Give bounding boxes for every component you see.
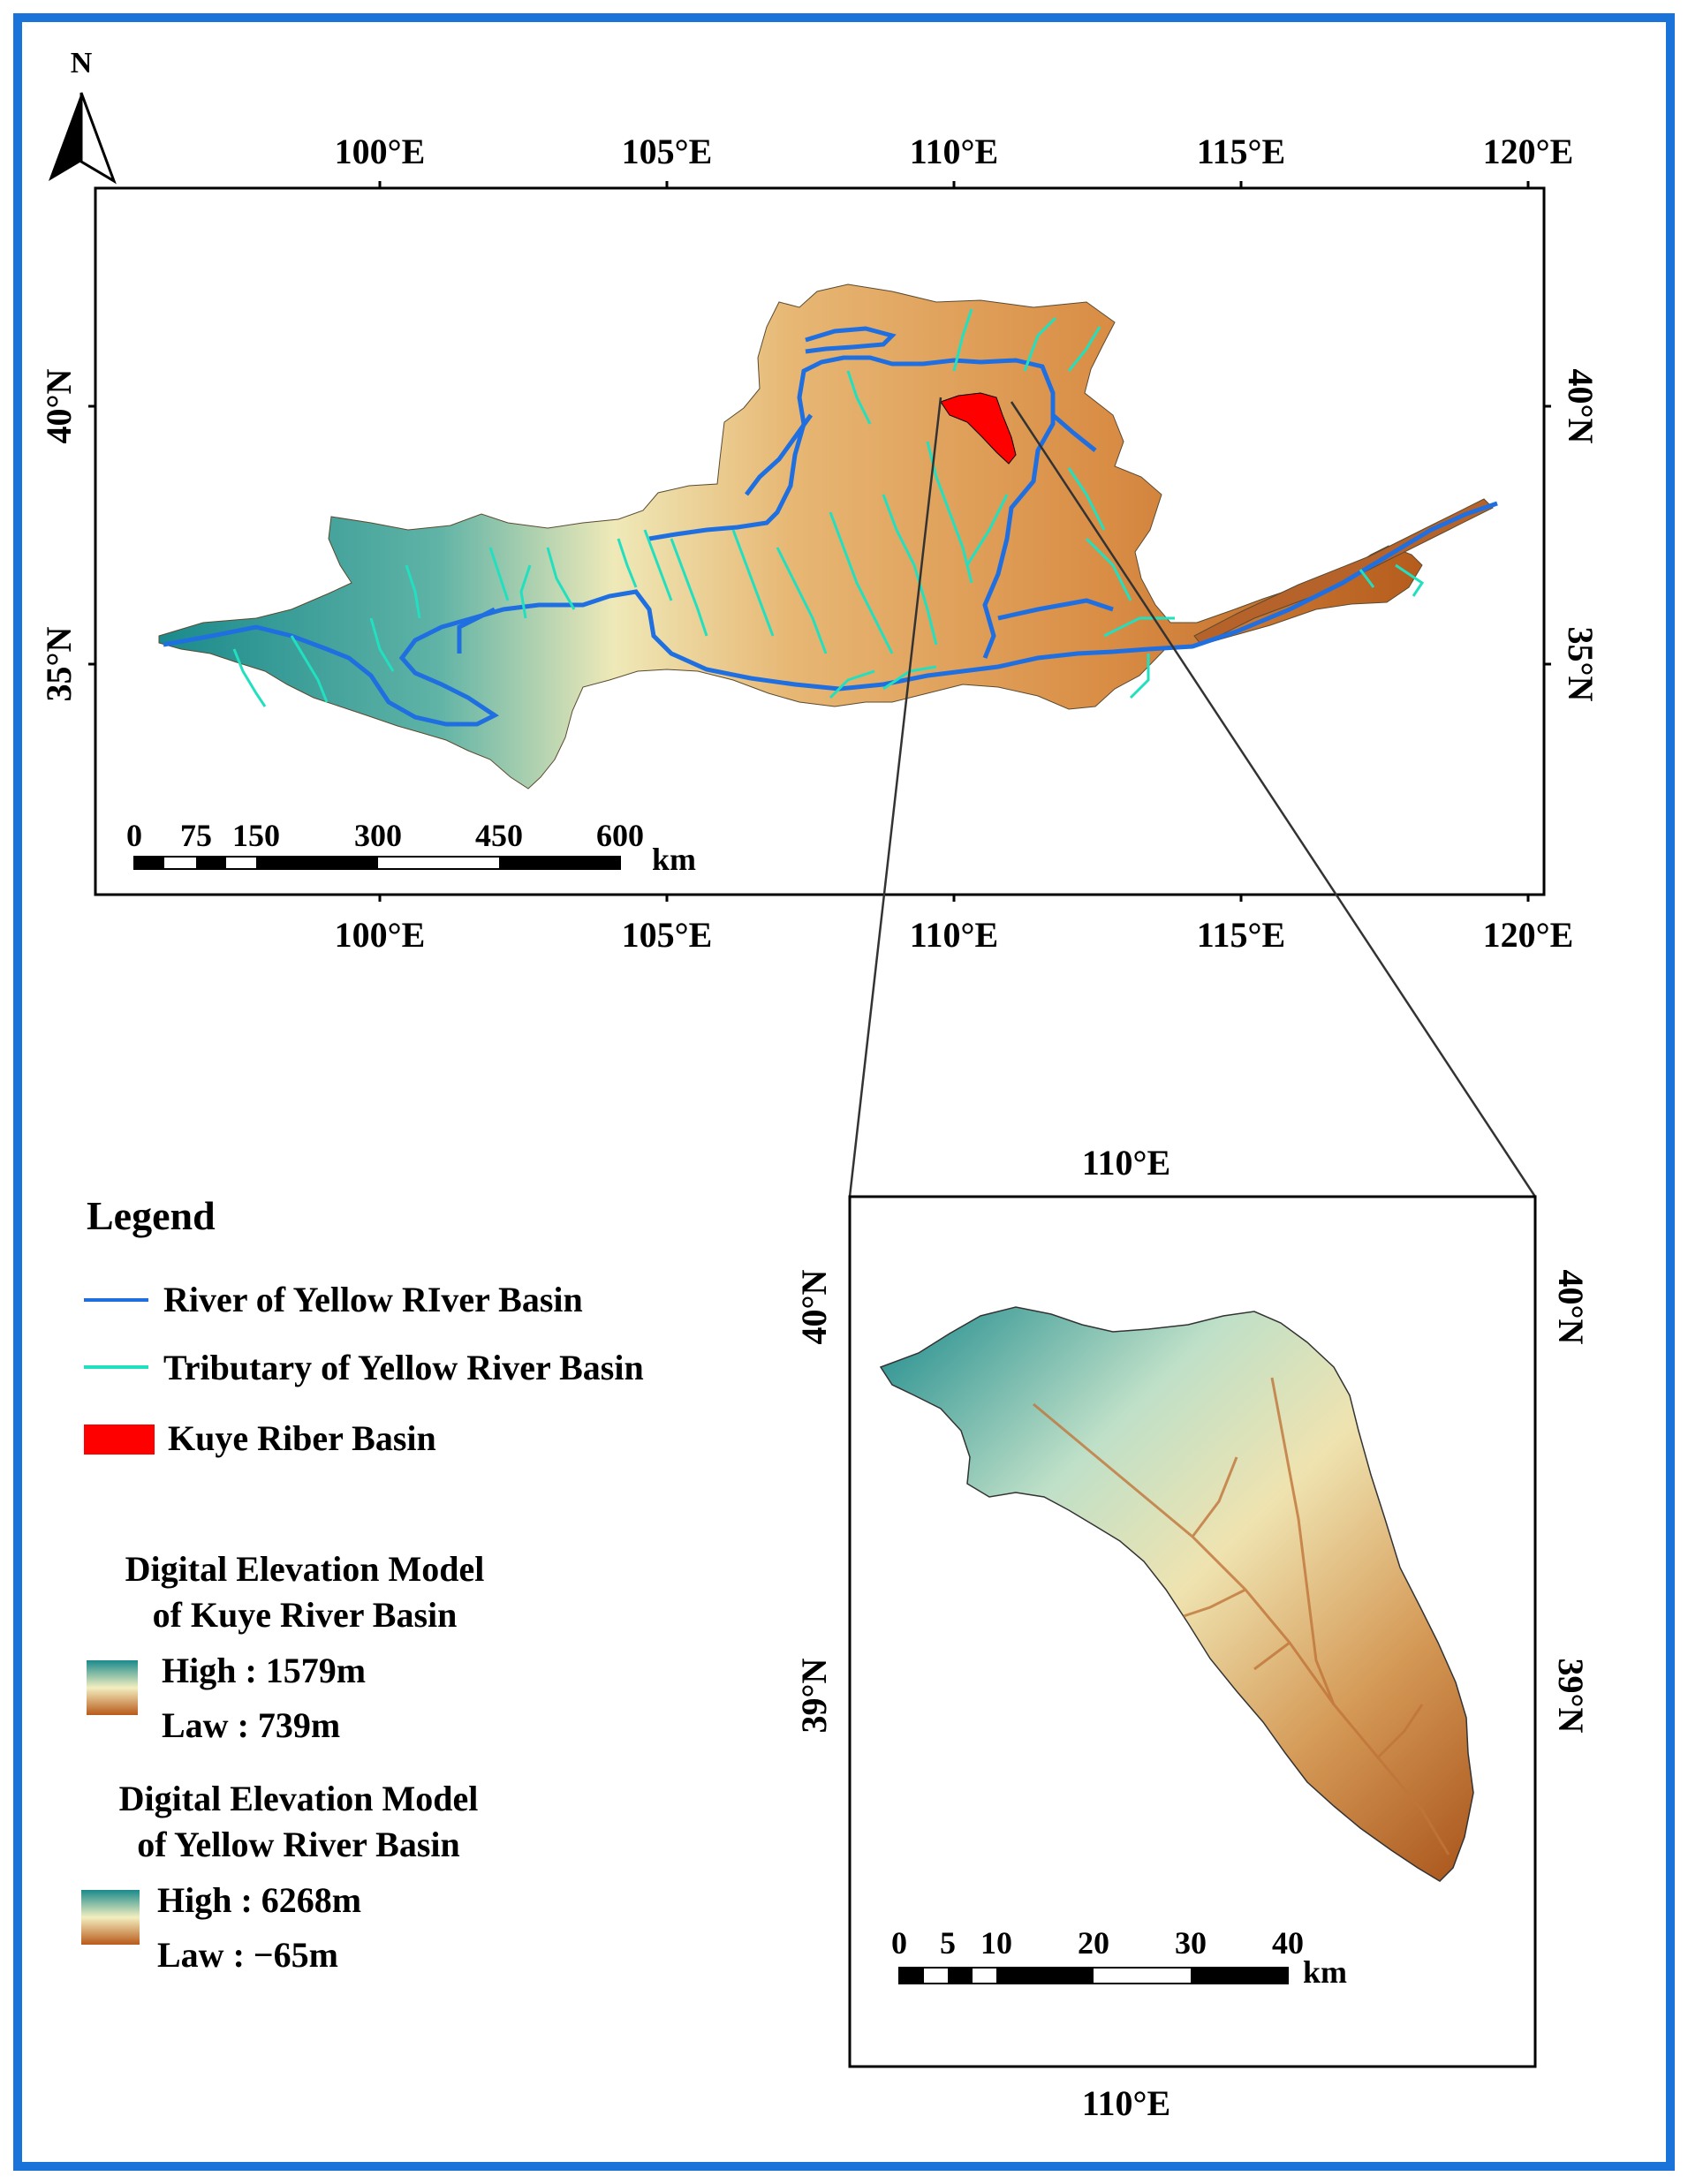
scale-tick: 40: [1272, 1925, 1304, 1961]
legend-item-tributary: Tributary of Yellow River Basin: [163, 1348, 644, 1387]
lon-label: 110°E: [910, 132, 998, 171]
lon-label: 120°E: [1483, 915, 1574, 955]
dem-kuye-title-1: Digital Elevation Model: [125, 1549, 485, 1589]
scale-tick: 0: [126, 818, 142, 853]
scale-tick: 30: [1175, 1925, 1207, 1961]
dem-kuye-low: Law : 739m: [162, 1705, 340, 1745]
main-left-lat-labels: 40°N 35°N: [39, 368, 79, 701]
tributary-lines: [232, 308, 1425, 707]
dem-yellow-low: Law : −65m: [157, 1935, 338, 1975]
kuye-patch-icon: [84, 1425, 155, 1455]
dem-yellow-title-1: Digital Elevation Model: [119, 1779, 479, 1818]
lat-label: 40°N: [1561, 369, 1601, 444]
legend: Legend River of Yellow RIver Basin Tribu…: [87, 1193, 644, 1975]
lat-label: 39°N: [1551, 1659, 1591, 1734]
zoom-connector-lines: [848, 397, 1537, 1198]
kuye-basin-dem: [879, 1306, 1474, 1882]
scale-tick: 10: [980, 1925, 1012, 1961]
main-bottom-lon-labels: 100°E 105°E 110°E 115°E 120°E: [335, 915, 1574, 955]
scale-tick: 5: [940, 1925, 956, 1961]
lon-label: 115°E: [1197, 132, 1285, 171]
page-frame: [13, 13, 1675, 2171]
lat-label: 35°N: [1561, 627, 1601, 702]
inset-top-lon-label: 110°E: [1082, 1143, 1170, 1183]
lon-label: 105°E: [622, 915, 713, 955]
lon-label: 110°E: [910, 915, 998, 955]
scale-tick: 20: [1078, 1925, 1109, 1961]
scale-tick: 600: [596, 818, 644, 853]
north-label: N: [71, 47, 93, 79]
inset-right-lat-labels: 40°N 39°N: [1551, 1270, 1591, 1734]
lat-label: 35°N: [39, 626, 79, 701]
lon-label: 100°E: [335, 915, 426, 955]
lon-label: 115°E: [1197, 915, 1285, 955]
legend-title: Legend: [87, 1193, 216, 1238]
lon-label: 100°E: [335, 132, 426, 171]
legend-item-river: River of Yellow RIver Basin: [163, 1280, 583, 1319]
inset-scale-bar: 0 5 10 20 30 40 km: [891, 1925, 1347, 1990]
scale-tick: 300: [354, 818, 402, 853]
legend-symbols: [81, 1298, 155, 1945]
north-arrow-icon: N: [49, 47, 117, 185]
inset-bottom-lon-label: 110°E: [1082, 2083, 1170, 2123]
scale-unit: km: [1303, 1954, 1347, 1990]
lat-label: 40°N: [1551, 1270, 1591, 1345]
main-river-lines: [163, 326, 1498, 727]
scale-unit: km: [652, 842, 696, 877]
main-top-lon-labels: 100°E 105°E 110°E 115°E 120°E: [335, 132, 1574, 171]
yellow-dem-ramp-icon: [81, 1890, 140, 1945]
lon-label: 120°E: [1483, 132, 1574, 171]
scale-tick: 150: [232, 818, 280, 853]
scale-tick: 450: [475, 818, 523, 853]
kuye-dem-ramp-icon: [87, 1660, 138, 1715]
inset-left-lat-labels: 40°N 39°N: [794, 1269, 834, 1733]
kuye-drainage: [1033, 1377, 1450, 1855]
dem-kuye-high: High : 1579m: [162, 1651, 366, 1690]
scale-tick: 75: [180, 818, 212, 853]
main-ticks: [88, 181, 1551, 902]
kuye-basin-highlight: [940, 392, 1017, 465]
lon-label: 105°E: [622, 132, 713, 171]
main-right-lat-labels: 40°N 35°N: [1561, 369, 1601, 702]
main-scale-bar: 0 75 150 300 450 600 km: [126, 818, 696, 877]
scale-tick: 0: [891, 1925, 907, 1961]
dem-kuye-title-2: of Kuye River Basin: [153, 1595, 458, 1635]
legend-item-kuye: Kuye Riber Basin: [168, 1418, 436, 1458]
dem-yellow-title-2: of Yellow River Basin: [137, 1825, 460, 1864]
lat-label: 40°N: [39, 368, 79, 443]
lat-label: 40°N: [794, 1269, 834, 1344]
dem-yellow-high: High : 6268m: [157, 1880, 361, 1920]
lat-label: 39°N: [794, 1658, 834, 1733]
